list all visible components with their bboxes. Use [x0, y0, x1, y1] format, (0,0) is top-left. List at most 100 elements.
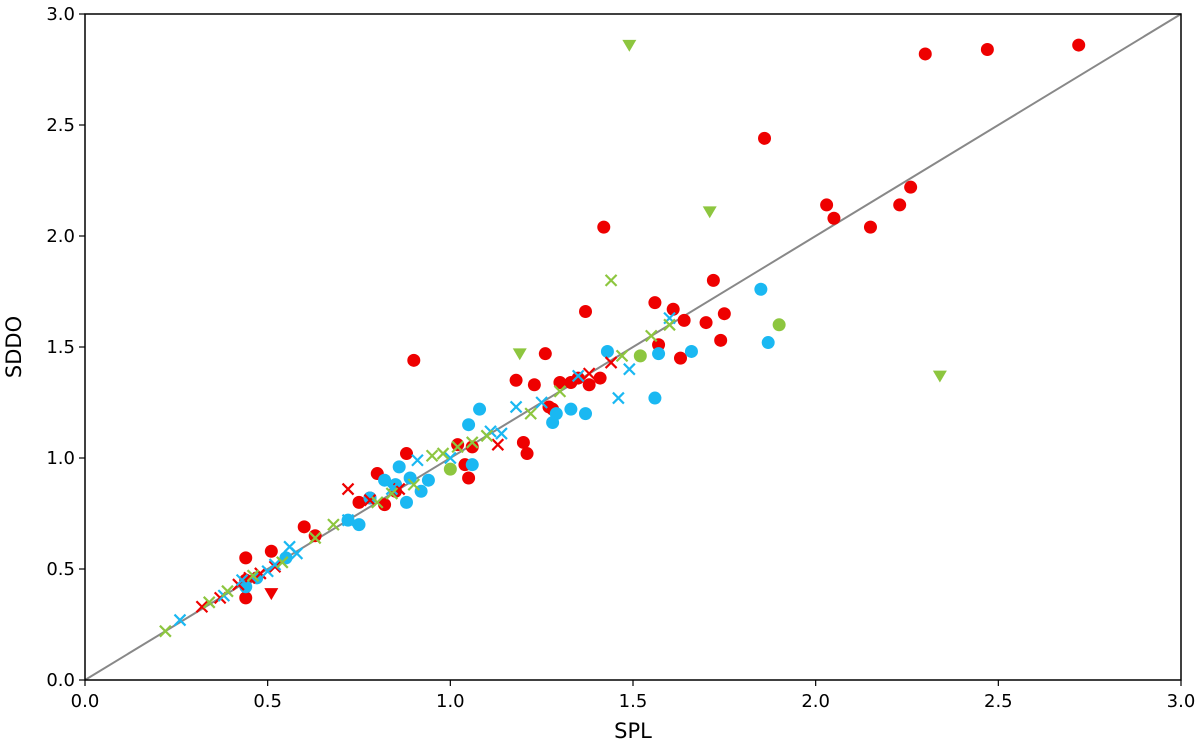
- data-point-x-7-11: [436, 447, 450, 460]
- data-point-circle-0-36: [699, 316, 713, 330]
- data-point-circle-0-18: [516, 435, 530, 449]
- y-tick-label: 1.5: [46, 337, 75, 358]
- data-point-circle-0-33: [666, 302, 680, 316]
- data-point-circle-0-43: [863, 220, 877, 234]
- data-point-circle-1-21: [648, 391, 662, 405]
- y-axis-label: SDDO: [2, 316, 26, 378]
- data-point-x-5-6: [341, 482, 355, 496]
- reference-line-layer: [84, 13, 1182, 681]
- data-point-circle-0-17: [509, 373, 523, 387]
- data-point-x-5-4: [254, 567, 267, 580]
- data-point-circle-1-17: [549, 407, 563, 421]
- data-point-circle-0-2: [239, 551, 253, 565]
- data-point-x-7-7: [370, 496, 384, 509]
- data-point-x-5-10: [582, 367, 596, 380]
- data-point-x-6-16: [612, 391, 625, 405]
- data-point-x-7-16: [553, 385, 567, 398]
- data-point-x-6-14: [535, 396, 548, 409]
- data-point-circle-1-15: [473, 402, 487, 416]
- data-point-circle-1-10: [403, 471, 417, 485]
- identity-line: [84, 13, 1182, 681]
- data-point-circle-0-42: [827, 211, 841, 225]
- data-point-circle-0-39: [717, 307, 731, 321]
- data-point-circle-0-13: [451, 438, 465, 452]
- data-point-triangle-down-3-0: [622, 39, 637, 52]
- data-point-x-6-7: [341, 513, 355, 527]
- data-point-x-7-15: [524, 407, 537, 420]
- data-point-circle-0-47: [980, 43, 994, 57]
- x-tick-label: 2.0: [801, 691, 830, 712]
- data-point-x-7-4: [276, 556, 289, 569]
- data-point-circle-0-16: [465, 440, 479, 454]
- data-point-circle-1-18: [564, 402, 578, 416]
- data-point-circle-2-2: [772, 318, 786, 332]
- data-point-x-6-9: [411, 453, 424, 467]
- data-point-x-7-6: [327, 518, 340, 531]
- data-point-circle-1-9: [399, 495, 413, 509]
- data-point-circle-0-12: [407, 353, 421, 367]
- data-point-circle-0-38: [714, 333, 728, 347]
- data-point-triangle-down-4-0: [264, 588, 279, 601]
- data-point-circle-1-20: [600, 344, 614, 358]
- data-point-x-5-9: [491, 438, 505, 451]
- data-point-circle-0-19: [520, 447, 534, 461]
- data-point-circle-0-5: [308, 529, 322, 543]
- data-point-x-7-2: [221, 584, 234, 598]
- data-point-x-7-10: [425, 449, 439, 463]
- data-points-layer: [159, 38, 1086, 638]
- data-point-circle-1-22: [652, 347, 666, 361]
- y-tick-label: 1.0: [46, 448, 75, 469]
- data-point-x-7-3: [246, 569, 260, 582]
- data-point-circle-0-26: [571, 371, 585, 385]
- data-point-circle-0-29: [593, 371, 607, 385]
- data-point-circle-0-6: [352, 495, 366, 509]
- data-point-circle-1-12: [421, 473, 435, 487]
- data-point-circle-1-14: [465, 458, 479, 472]
- data-point-circle-1-24: [754, 282, 768, 296]
- data-point-circle-0-32: [652, 338, 666, 352]
- data-point-circle-0-20: [527, 378, 541, 392]
- data-point-circle-0-21: [538, 347, 552, 361]
- y-tick-label: 2.0: [46, 226, 75, 247]
- data-point-circle-2-0: [443, 462, 457, 476]
- data-point-circle-0-3: [264, 544, 278, 558]
- data-point-circle-1-5: [363, 491, 377, 505]
- data-point-circle-1-8: [392, 460, 406, 474]
- data-point-circle-0-4: [297, 520, 311, 534]
- data-point-x-5-5: [268, 560, 282, 574]
- data-point-circle-1-25: [761, 336, 775, 350]
- data-point-circle-0-30: [597, 220, 611, 234]
- data-point-circle-1-19: [579, 407, 593, 421]
- data-point-circle-0-27: [579, 304, 593, 318]
- data-point-x-5-0: [195, 600, 209, 614]
- data-point-circle-0-0: [239, 591, 253, 605]
- data-point-x-7-5: [308, 531, 322, 545]
- data-point-circle-0-48: [1072, 38, 1086, 52]
- data-point-x-6-6: [290, 547, 304, 560]
- data-point-x-7-13: [465, 436, 479, 449]
- data-point-triangle-down-3-2: [702, 206, 717, 219]
- data-point-x-6-13: [509, 400, 523, 414]
- data-point-x-7-1: [202, 596, 216, 609]
- data-point-circle-0-35: [677, 313, 691, 327]
- data-point-triangle-down-3-3: [932, 370, 947, 383]
- data-point-x-7-18: [615, 349, 629, 363]
- x-tick-label: 1.0: [436, 691, 465, 712]
- data-point-x-6-10: [444, 451, 457, 465]
- data-point-x-7-8: [385, 487, 399, 500]
- data-point-circle-2-1: [633, 349, 647, 363]
- x-tick-label: 1.5: [619, 691, 648, 712]
- data-point-circle-1-23: [684, 344, 698, 358]
- data-point-x-6-17: [623, 362, 636, 376]
- data-point-circle-0-15: [462, 471, 476, 485]
- y-tick-label: 0.5: [46, 559, 75, 580]
- x-tick-label: 2.5: [984, 691, 1013, 712]
- data-point-circle-0-37: [706, 273, 720, 287]
- data-point-x-7-14: [480, 429, 494, 443]
- data-point-x-6-8: [385, 482, 399, 496]
- data-point-x-5-7: [363, 493, 377, 507]
- y-tick-label: 0.0: [46, 670, 75, 691]
- x-tick-label: 0.5: [253, 691, 282, 712]
- x-tick-label: 0.0: [71, 691, 100, 712]
